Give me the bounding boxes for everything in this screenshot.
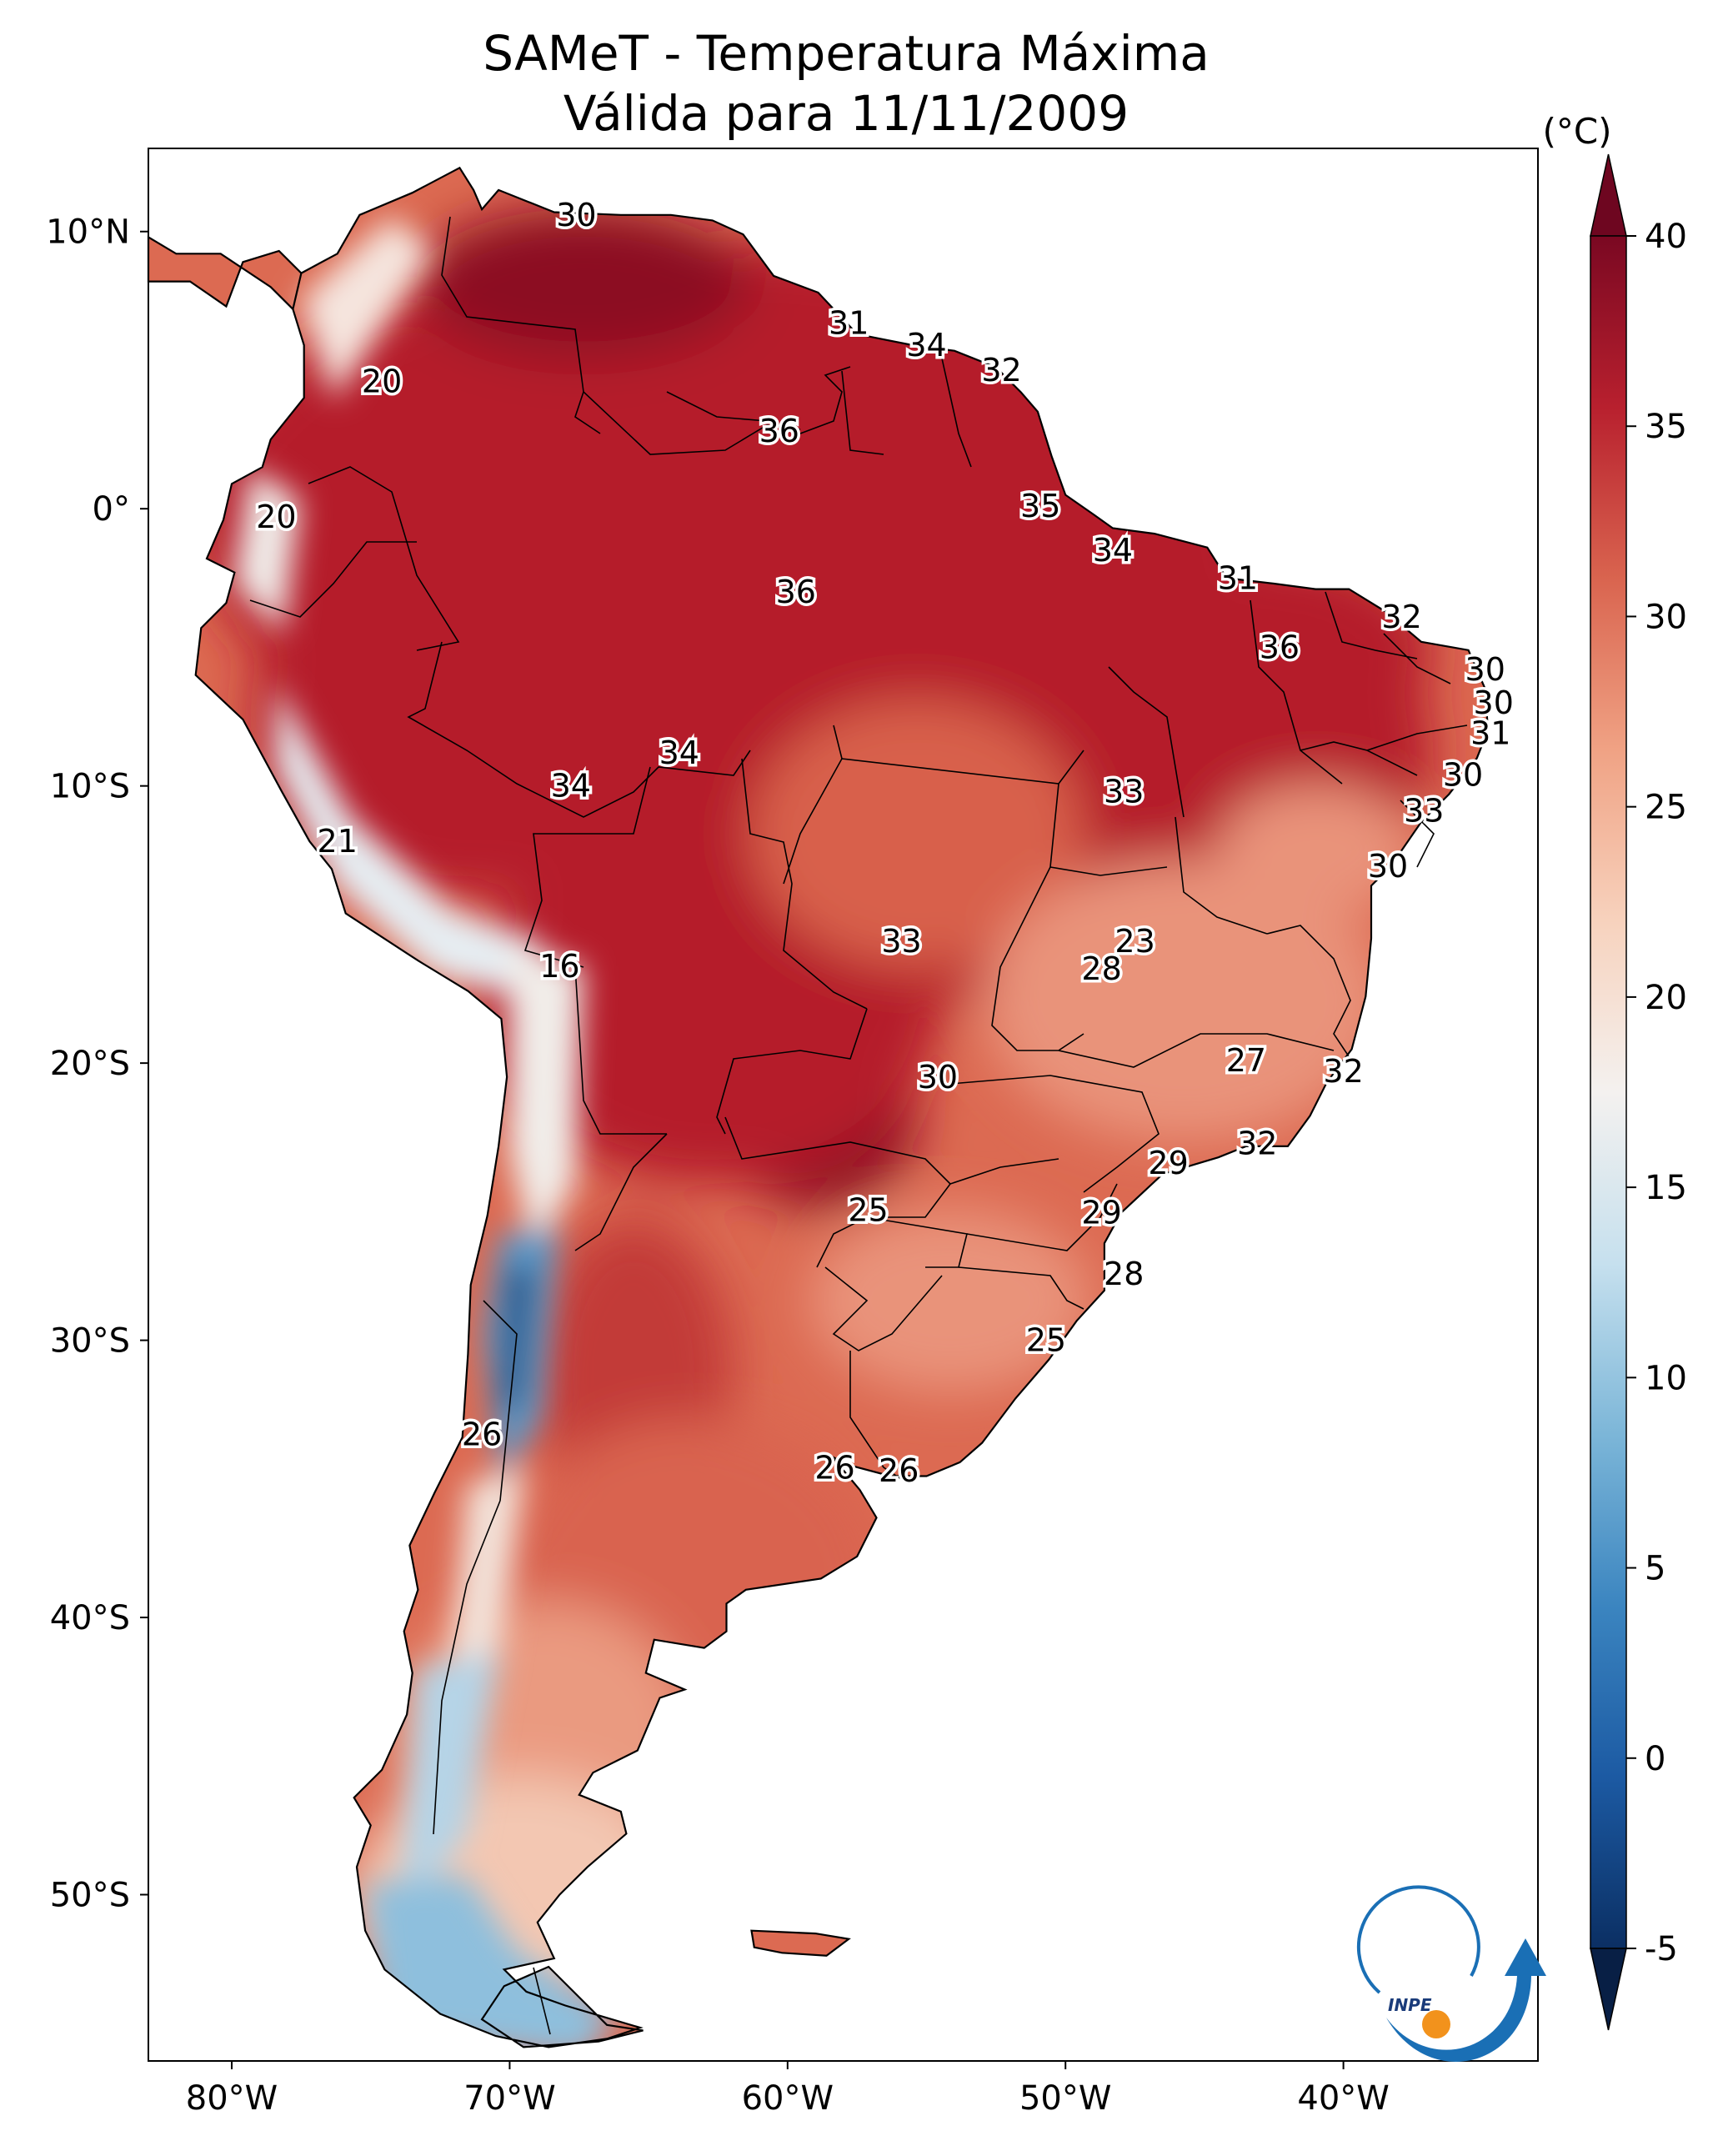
station-label: 20 [256,499,296,535]
station-label: 36 [1260,629,1300,665]
station-label: 25 [1026,1322,1066,1359]
station-label: 31 [1470,715,1510,752]
station-label: 34 [906,327,946,364]
station-label: 33 [1404,793,1444,830]
colorbar-unit: (°C) [1542,111,1611,152]
title-line-1: SAMeT - Temperatura Máxima [483,25,1210,82]
station-label: 20 [362,363,402,399]
station-label: 31 [1218,559,1258,596]
station-label: 30 [1465,651,1505,688]
station-label: 26 [879,1452,919,1489]
lon-tick-label: 50°W [1019,2079,1111,2118]
station-label: 32 [981,352,1021,389]
station-label: 26 [462,1416,502,1453]
station-label: 34 [551,768,591,805]
station-label: 21 [318,823,358,860]
station-label: 23 [1114,923,1155,960]
lat-tick-label: 40°S [50,1599,130,1637]
station-label: 34 [1093,532,1133,569]
station-label: 29 [1148,1145,1188,1181]
station-label: 27 [1226,1042,1266,1079]
station-label: 25 [848,1191,888,1228]
station-label: 28 [1104,1256,1144,1292]
station-label: 29 [1081,1195,1121,1231]
lon-tick-label: 60°W [742,2079,834,2118]
colorbar-top-arrow [1590,153,1627,237]
colorbar-tick-label: 0 [1645,1740,1665,1778]
latitude-axis: 10°N 0° 10°S 20°S 30°S 40°S 50°S [46,213,148,1915]
colorbar-tick-label: 25 [1645,789,1687,827]
lat-tick-label: 10°S [50,768,130,806]
station-label: 36 [759,413,799,449]
coastline [147,166,1490,2048]
station-label: 28 [1081,950,1121,987]
colorbar-bottom-arrow [1590,1948,1627,2031]
map-title: SAMeT - Temperatura Máxima Válida para 1… [0,23,1692,143]
colorbar: (°C) 40 35 30 25 20 15 10 5 0 -5 [1542,111,1687,2031]
station-label: 26 [814,1450,854,1487]
colorbar-ticks: 40 35 30 25 20 15 10 5 0 -5 [1626,218,1687,1968]
title-line-2: Válida para 11/11/2009 [563,85,1129,142]
colorbar-tick-label: -5 [1645,1930,1678,1968]
country-borders [249,216,1468,2035]
colorbar-tick-label: 5 [1645,1550,1665,1588]
station-label: 32 [1237,1126,1277,1162]
lat-tick-label: 30°S [50,1322,130,1361]
colorbar-tick-label: 15 [1645,1169,1687,1207]
station-label: 30 [1443,756,1483,793]
lat-tick-label: 20°S [50,1045,130,1083]
station-label: 33 [1104,773,1144,810]
colorbar-tick-label: 30 [1645,598,1687,636]
logo-swoosh [1386,1938,1546,2062]
station-label: 36 [776,574,816,610]
logo-text: INPE [1388,1995,1432,2015]
station-label: 30 [918,1059,958,1096]
station-label: 30 [1474,684,1514,721]
station-label: 33 [881,923,921,960]
lat-tick-label: 10°N [46,213,130,252]
station-label: 31 [829,305,869,342]
station-label: 32 [1323,1053,1363,1090]
lat-tick-label: 50°S [50,1877,130,1915]
station-label: 34 [659,735,699,771]
colorbar-tick-label: 10 [1645,1359,1687,1397]
lon-tick-label: 70°W [463,2079,555,2118]
lon-tick-label: 40°W [1297,2079,1389,2118]
logo-orange-dot [1422,2010,1450,2038]
colorbar-tick-label: 40 [1645,218,1687,256]
station-label: 16 [539,948,579,985]
lon-tick-label: 80°W [186,2079,278,2118]
station-label: 32 [1381,599,1421,635]
logo-orbit-ring [1356,1885,1480,1994]
inpe-logo: INPE [1356,1885,1546,2062]
station-label: 35 [1020,488,1060,524]
colorbar-tick-label: 35 [1645,408,1687,446]
longitude-axis: 80°W 70°W 60°W 50°W 40°W [186,2061,1390,2118]
station-label: 30 [556,197,596,233]
colorbar-tick-label: 20 [1645,979,1687,1017]
station-label: 30 [1368,848,1408,885]
lat-tick-label: 0° [93,490,130,529]
colorbar-gradient [1590,235,1627,1949]
